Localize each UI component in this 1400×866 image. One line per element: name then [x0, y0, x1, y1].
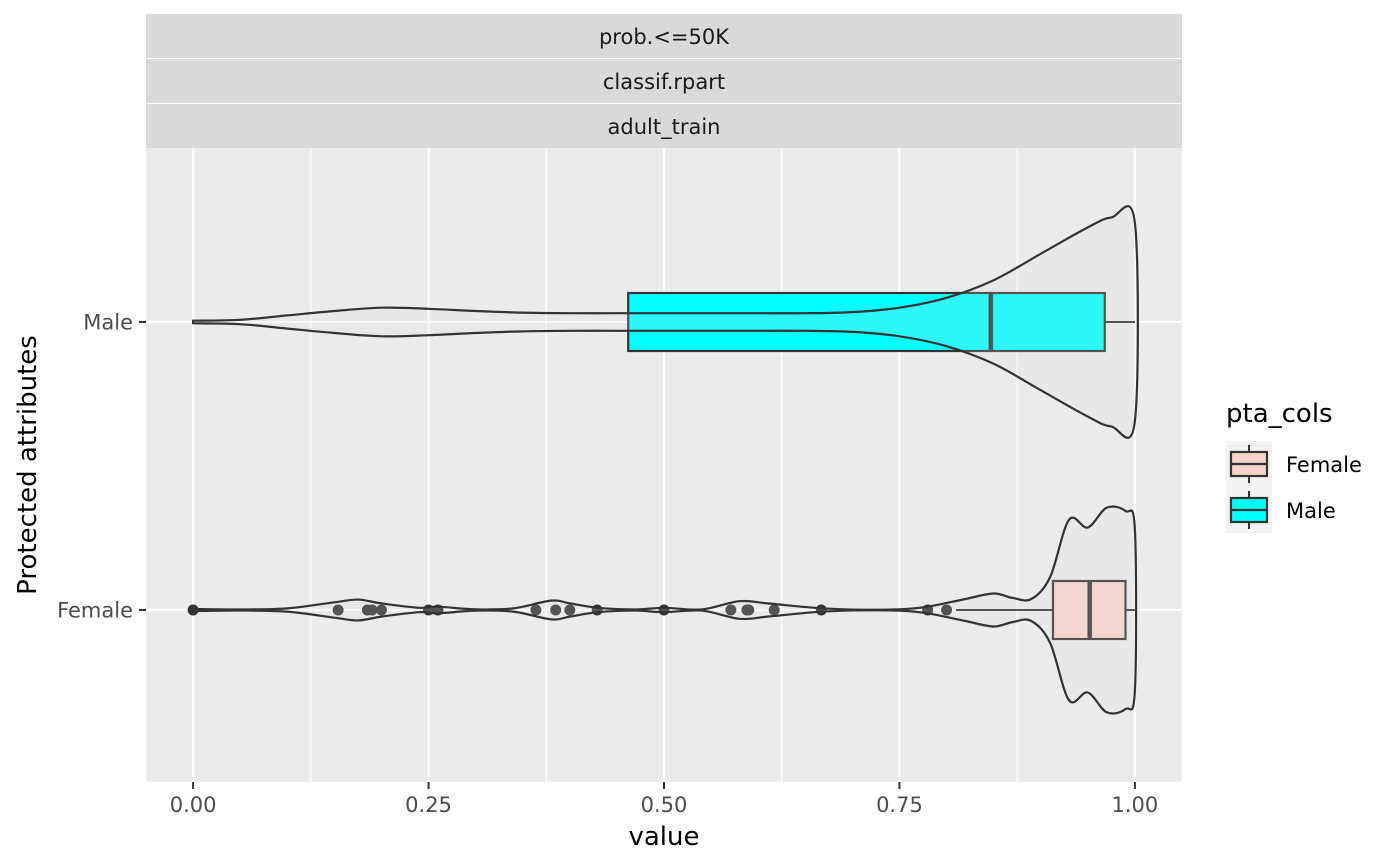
x-axis-title: value — [628, 822, 699, 852]
box-male — [627, 291, 1106, 353]
legend-keys: Female Male — [1226, 441, 1362, 533]
axes: 0.00 0.25 0.50 0.75 1.00 Male Female — [57, 311, 1158, 818]
x-tick-label: 0.25 — [405, 793, 452, 817]
facet-strip-3-bg — [146, 104, 1182, 148]
facet-strip-2-bg — [146, 59, 1182, 103]
x-tick-label: 0.75 — [876, 793, 923, 817]
legend-title: pta_cols — [1226, 399, 1333, 429]
x-tick-label: 0.00 — [170, 793, 217, 817]
outlier-point-female — [725, 604, 737, 616]
violin-male — [191, 205, 1139, 439]
y-tick-label-male: Male — [83, 311, 133, 335]
outlier-point-female — [941, 604, 953, 616]
outlier-point-female — [375, 604, 387, 616]
legend-label-male: Male — [1286, 499, 1336, 523]
violin-female — [191, 505, 1138, 715]
chart-marks — [187, 205, 1139, 715]
legend: pta_cols Female Male — [1226, 399, 1362, 533]
outlier-point-female — [743, 604, 755, 616]
outlier-point-female — [366, 604, 378, 616]
x-tick-label: 1.00 — [1112, 793, 1159, 817]
facet-strip-1-label: prob.<=50K — [599, 25, 730, 49]
facet-strip-3-label: adult_train — [608, 115, 721, 140]
y-axis-title: Protected attributes — [13, 335, 43, 595]
x-tick-label: 0.50 — [641, 793, 688, 817]
facet-strips: prob.<=50K classif.rpart adult_train — [146, 14, 1182, 148]
facet-strip-1-bg — [146, 14, 1182, 58]
outlier-point-female — [530, 604, 542, 616]
outlier-point-female — [550, 604, 562, 616]
facet-strip-2-label: classif.rpart — [603, 70, 725, 94]
outlier-point-female — [768, 604, 780, 616]
outlier-point-female — [564, 604, 576, 616]
y-tick-label-female: Female — [57, 599, 133, 623]
legend-label-female: Female — [1286, 453, 1362, 477]
outlier-point-female — [332, 604, 344, 616]
